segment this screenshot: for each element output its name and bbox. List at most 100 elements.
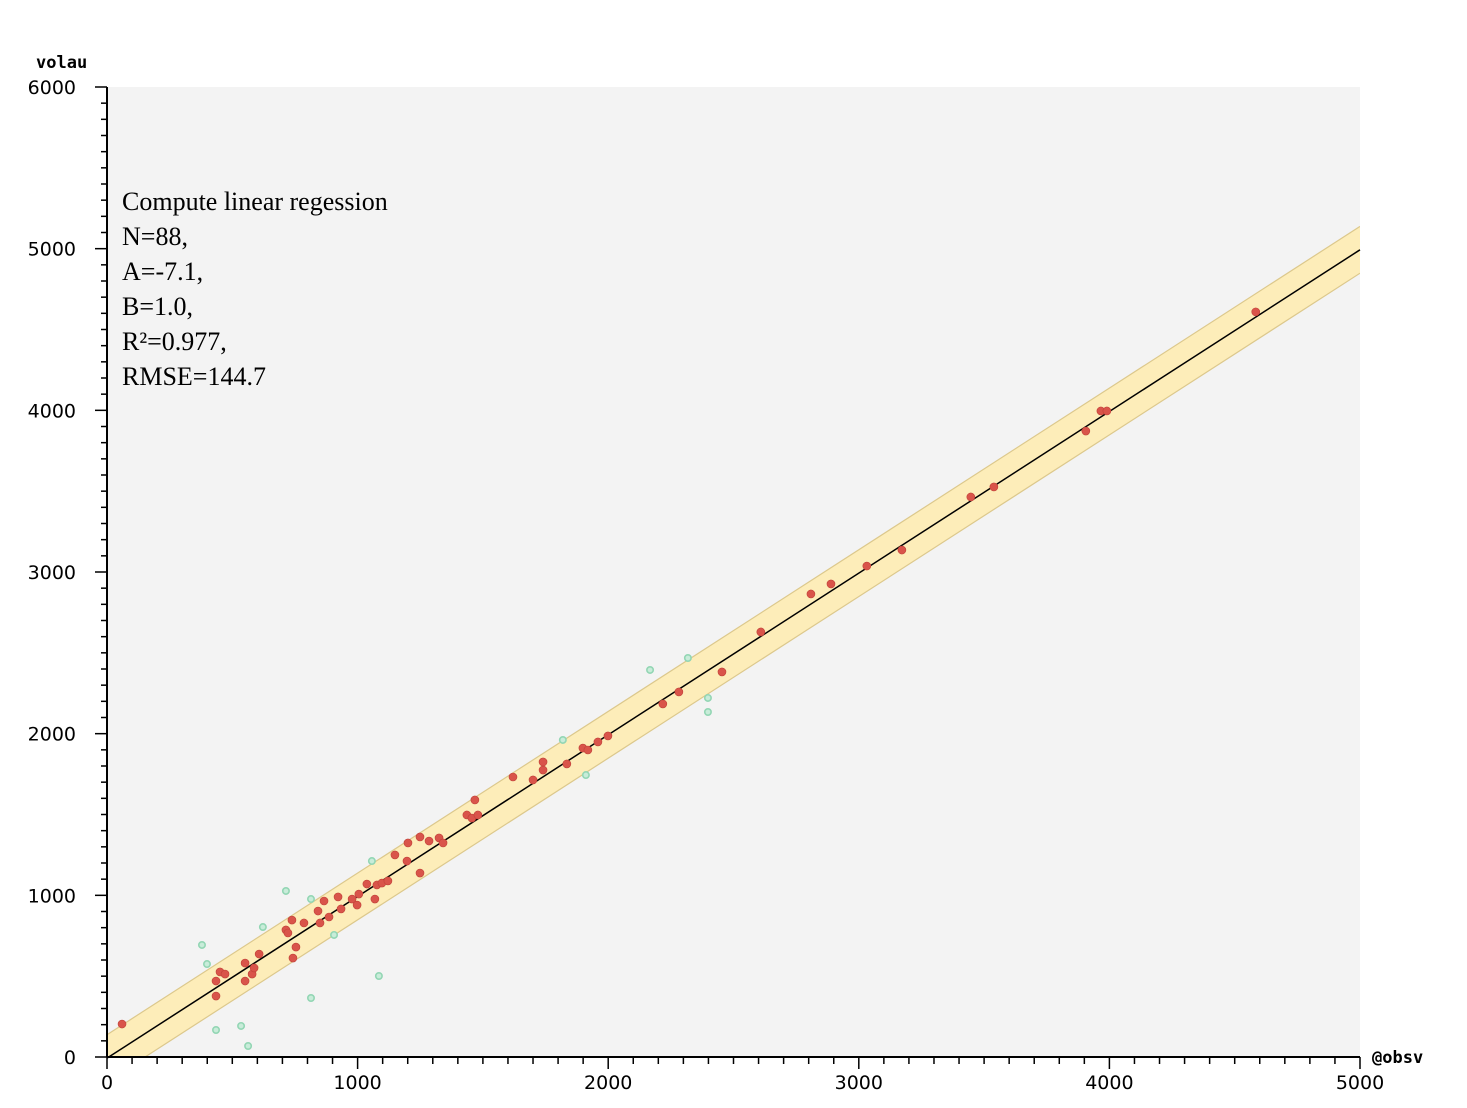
data-point-inside bbox=[313, 906, 323, 916]
data-point-inside bbox=[989, 482, 999, 492]
y-axis-title: volau bbox=[36, 53, 87, 73]
annotation-line: A=-7.1, bbox=[122, 257, 203, 286]
y-tick-label: 2000 bbox=[28, 724, 76, 746]
x-tick-label: 3000 bbox=[835, 1072, 883, 1094]
data-point-inside bbox=[674, 687, 684, 697]
data-point-inside bbox=[470, 795, 480, 805]
x-axis-title: @obsv bbox=[1372, 1048, 1423, 1068]
annotation-line: RMSE=144.7 bbox=[122, 362, 266, 391]
annotation-line: Compute linear regession bbox=[122, 187, 388, 216]
data-point-inside bbox=[347, 894, 357, 904]
data-point-inside bbox=[1081, 426, 1091, 436]
data-point-outside bbox=[367, 857, 376, 866]
confidence-band bbox=[107, 225, 1360, 1057]
y-tick-label: 1000 bbox=[28, 885, 76, 907]
data-point-inside bbox=[283, 928, 293, 938]
y-tick-label: 6000 bbox=[28, 77, 76, 99]
data-point-outside bbox=[646, 665, 655, 674]
data-point-inside bbox=[383, 876, 393, 886]
band-fill bbox=[107, 226, 1360, 1057]
data-point-inside bbox=[603, 731, 613, 741]
y-tick-label: 4000 bbox=[28, 400, 76, 422]
data-point-inside bbox=[354, 889, 364, 899]
data-point-inside bbox=[862, 561, 872, 571]
data-point-inside bbox=[117, 1019, 127, 1029]
data-point-inside bbox=[593, 737, 603, 747]
band-upper-edge bbox=[107, 225, 1360, 1036]
y-tick-label: 3000 bbox=[28, 562, 76, 584]
data-point-outside bbox=[237, 1021, 246, 1030]
data-point-inside bbox=[897, 545, 907, 555]
data-point-inside bbox=[402, 856, 412, 866]
data-point-inside bbox=[403, 838, 413, 848]
data-point-outside bbox=[581, 771, 590, 780]
data-point-inside bbox=[508, 772, 518, 782]
data-point-inside bbox=[717, 667, 727, 677]
x-tick-label: 0 bbox=[101, 1072, 113, 1094]
data-point-inside bbox=[333, 892, 343, 902]
regression-annotation: Compute linear regession N=88, A=-7.1, B… bbox=[122, 187, 388, 391]
x-tick-label: 5000 bbox=[1336, 1072, 1384, 1094]
data-point-inside bbox=[415, 832, 425, 842]
data-point-inside bbox=[826, 579, 836, 589]
data-point-inside bbox=[528, 775, 538, 785]
annotation-line: B=1.0, bbox=[122, 292, 193, 321]
data-point-inside bbox=[319, 896, 329, 906]
annotation-line: R²=0.977, bbox=[122, 327, 227, 356]
data-point-inside bbox=[240, 976, 250, 986]
data-point-inside bbox=[538, 765, 548, 775]
data-point-inside bbox=[299, 918, 309, 928]
x-tick-label: 2000 bbox=[584, 1072, 632, 1094]
data-point-inside bbox=[473, 810, 483, 820]
data-point-inside bbox=[1102, 406, 1112, 416]
data-point-inside bbox=[806, 589, 816, 599]
annotation-line: N=88, bbox=[122, 222, 188, 251]
y-tick-label: 0 bbox=[64, 1047, 76, 1069]
x-tick-label: 1000 bbox=[333, 1072, 381, 1094]
data-point-inside bbox=[352, 900, 362, 910]
data-point-outside bbox=[306, 895, 315, 904]
data-point-inside bbox=[254, 949, 264, 959]
y-tick-label: 5000 bbox=[28, 239, 76, 261]
data-point-inside bbox=[966, 492, 976, 502]
data-point-inside bbox=[324, 912, 334, 922]
data-point-outside bbox=[683, 654, 692, 663]
x-tick-label: 4000 bbox=[1085, 1072, 1133, 1094]
data-point-inside bbox=[240, 958, 250, 968]
band-lower-edge bbox=[143, 272, 1360, 1057]
data-point-inside bbox=[562, 759, 572, 769]
data-point-outside bbox=[330, 930, 339, 939]
data-point-outside bbox=[281, 886, 290, 895]
data-point-inside bbox=[362, 879, 372, 889]
data-point-inside bbox=[658, 699, 668, 709]
data-point-inside bbox=[583, 745, 593, 755]
data-point-inside bbox=[291, 942, 301, 952]
data-point-outside bbox=[244, 1042, 253, 1051]
data-points bbox=[117, 307, 1261, 1051]
data-point-inside bbox=[336, 904, 346, 914]
data-point-inside bbox=[1251, 307, 1261, 317]
data-point-inside bbox=[288, 953, 298, 963]
data-point-inside bbox=[249, 963, 259, 973]
data-point-outside bbox=[374, 972, 383, 981]
data-point-inside bbox=[220, 969, 230, 979]
data-point-outside bbox=[197, 940, 206, 949]
data-point-outside bbox=[258, 923, 267, 932]
data-point-outside bbox=[306, 993, 315, 1002]
data-point-inside bbox=[438, 838, 448, 848]
data-point-outside bbox=[703, 693, 712, 702]
data-point-outside bbox=[212, 1026, 221, 1035]
axes: 0 1000 2000 3000 4000 5000 0 1000 2000 3000 4000 50… bbox=[28, 77, 1385, 1094]
data-point-inside bbox=[211, 991, 221, 1001]
data-point-inside bbox=[756, 627, 766, 637]
data-point-inside bbox=[287, 915, 297, 925]
data-point-inside bbox=[415, 868, 425, 878]
data-point-inside bbox=[315, 918, 325, 928]
data-point-outside bbox=[558, 735, 567, 744]
data-point-inside bbox=[370, 894, 380, 904]
data-point-inside bbox=[390, 850, 400, 860]
data-point-inside bbox=[538, 757, 548, 767]
data-point-outside bbox=[703, 708, 712, 717]
data-point-inside bbox=[424, 836, 434, 846]
